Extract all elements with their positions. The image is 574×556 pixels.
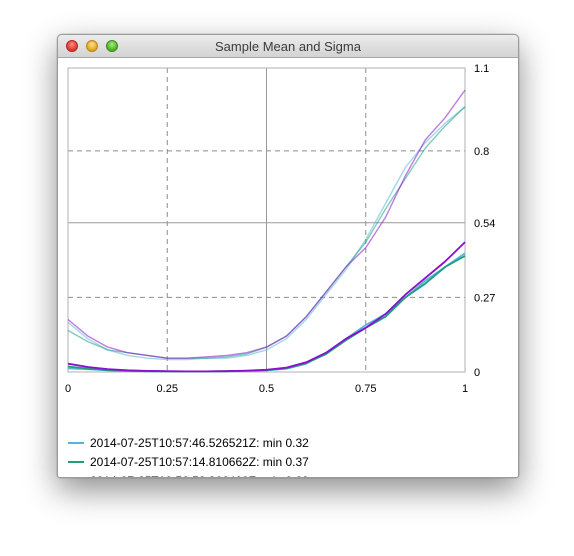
plot-frame [67, 67, 466, 373]
window-title: Sample Mean and Sigma [215, 39, 361, 54]
legend-item: 2014-07-25T10:57:14.810662Z: min 0.37 [68, 452, 309, 471]
y-tick-label: 0.54 [474, 218, 495, 230]
y-tick-label: 1.1 [474, 63, 489, 75]
y-tick-label: 0.8 [474, 146, 489, 158]
x-tick-label: 0 [65, 383, 71, 395]
legend-label: 2014-07-25T10:56:52.366409Z: min 0.29 [90, 474, 309, 478]
x-tick-label: 0.25 [157, 383, 178, 395]
chart-area: 0 0.25 0.5 0.75 1 0 0.27 0.54 0.8 1.1 2014-07-25T… [58, 58, 518, 477]
chart-legend: 2014-07-25T10:57:46.526521Z: min 0.32 201… [68, 433, 309, 478]
legend-item: 2014-07-25T10:56:52.366409Z: min 0.29 [68, 471, 309, 478]
series-3-sigma-line [67, 89, 466, 359]
legend-label: 2014-07-25T10:57:14.810662Z: min 0.37 [90, 454, 309, 469]
series-1-sigma-line [67, 106, 466, 361]
series-3-mean-line [67, 241, 466, 373]
zoom-button[interactable] [106, 40, 118, 52]
legend-label: 2014-07-25T10:57:46.526521Z: min 0.32 [90, 435, 309, 450]
line-chart: 0 0.25 0.5 0.75 100.270.540.81.1 [65, 63, 495, 395]
close-button[interactable] [66, 40, 78, 52]
x-tick-label: 0.75 [355, 383, 376, 395]
x-tick-label: 1 [462, 383, 468, 395]
y-tick-label: 0.27 [474, 292, 495, 304]
app-window: Sample Mean and Sigma 0 0.25 0.5 0.75 1 0 0.27… [57, 34, 519, 478]
title-bar[interactable]: Sample Mean and Sigma [58, 35, 518, 58]
x-tick-label: 0.5 [259, 383, 274, 395]
y-tick-label: 0 [474, 367, 480, 379]
legend-item: 2014-07-25T10:57:46.526521Z: min 0.32 [68, 433, 309, 452]
minimize-button[interactable] [86, 40, 98, 52]
legend-swatch [68, 460, 84, 463]
legend-swatch [68, 441, 84, 444]
